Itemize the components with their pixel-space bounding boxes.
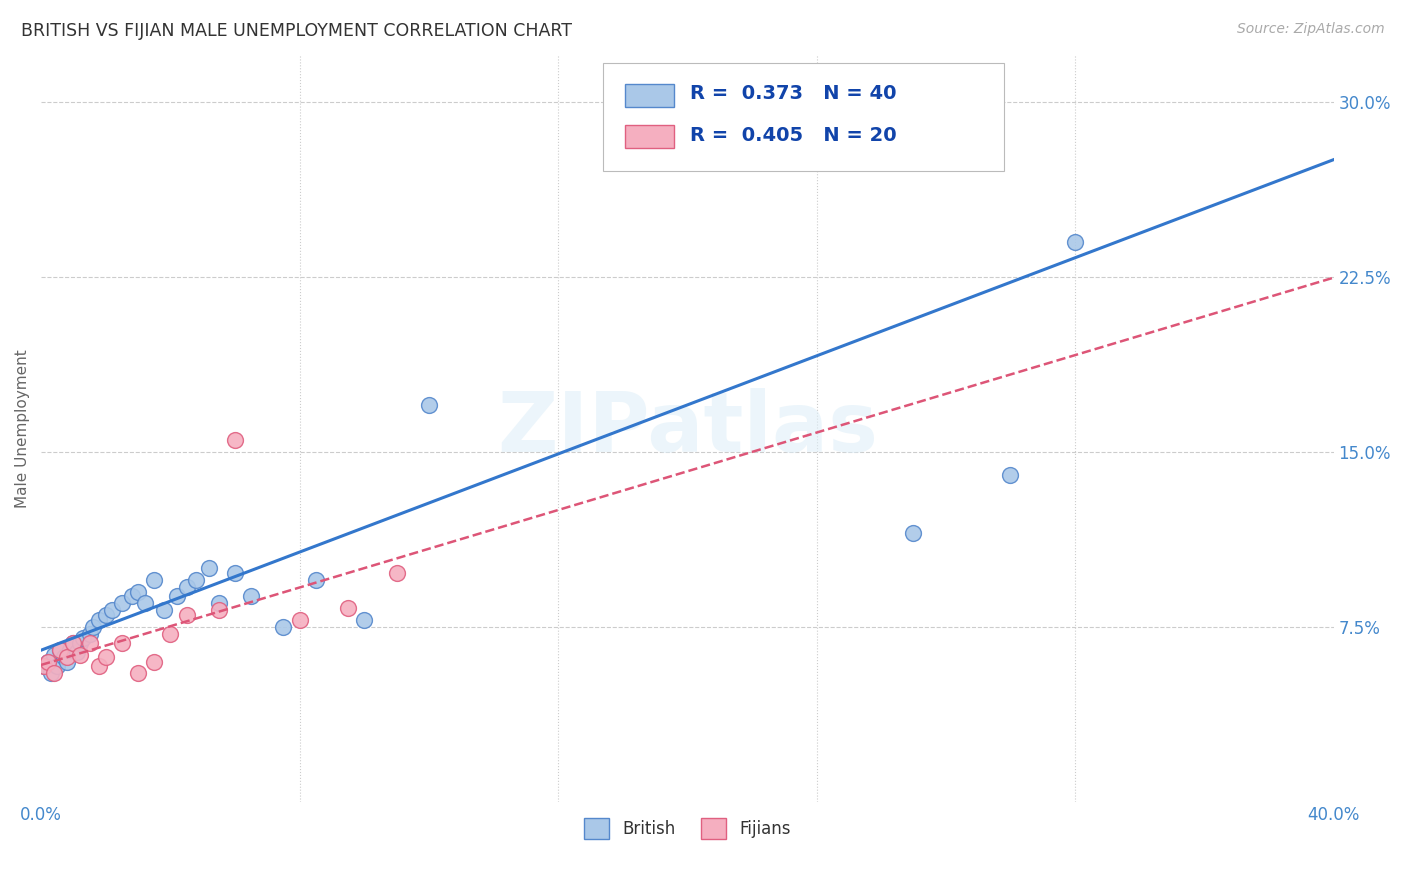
Point — [143, 655, 166, 669]
Point — [676, 106, 699, 120]
Point — [66, 645, 89, 659]
Point — [159, 626, 181, 640]
Point — [418, 398, 440, 412]
Point — [305, 573, 328, 587]
Point — [273, 619, 295, 633]
Point — [94, 649, 117, 664]
Point — [79, 626, 101, 640]
Text: BRITISH VS FIJIAN MALE UNEMPLOYMENT CORRELATION CHART: BRITISH VS FIJIAN MALE UNEMPLOYMENT CORR… — [21, 22, 572, 40]
Point — [42, 648, 65, 662]
Point — [37, 655, 59, 669]
Text: ZIPatlas: ZIPatlas — [496, 388, 877, 469]
Point — [59, 643, 82, 657]
FancyBboxPatch shape — [603, 62, 1004, 171]
Point — [240, 590, 263, 604]
Point — [741, 118, 763, 132]
Point — [49, 643, 72, 657]
Point — [69, 648, 91, 662]
Point — [101, 603, 124, 617]
Point — [385, 566, 408, 580]
Point — [82, 619, 104, 633]
Y-axis label: Male Unemployment: Male Unemployment — [15, 349, 30, 508]
Point — [127, 584, 149, 599]
Point — [49, 643, 72, 657]
Point — [79, 636, 101, 650]
Point — [69, 636, 91, 650]
Bar — [626, 125, 675, 148]
Point — [903, 526, 925, 541]
Point — [39, 666, 62, 681]
Point — [224, 433, 246, 447]
Text: R =  0.373   N = 40: R = 0.373 N = 40 — [690, 85, 897, 103]
Point — [62, 636, 84, 650]
Point — [42, 666, 65, 681]
Point — [186, 573, 208, 587]
Point — [143, 573, 166, 587]
Point — [224, 566, 246, 580]
Point — [1064, 235, 1087, 249]
Point — [34, 659, 56, 673]
Point — [46, 659, 69, 673]
Text: R =  0.405   N = 20: R = 0.405 N = 20 — [690, 127, 897, 145]
Point — [34, 659, 56, 673]
Point — [37, 655, 59, 669]
Legend: British, Fijians: British, Fijians — [578, 812, 797, 846]
Point — [111, 636, 134, 650]
Point — [176, 607, 198, 622]
Point — [111, 596, 134, 610]
Bar — [626, 84, 675, 107]
Point — [1000, 468, 1022, 483]
Point — [89, 659, 111, 673]
Point — [153, 603, 176, 617]
Point — [288, 613, 311, 627]
Point — [62, 636, 84, 650]
Point — [52, 649, 75, 664]
Point — [176, 580, 198, 594]
Point — [208, 603, 231, 617]
Point — [208, 596, 231, 610]
Point — [127, 666, 149, 681]
Point — [94, 607, 117, 622]
Point — [198, 561, 221, 575]
Point — [56, 655, 79, 669]
Point — [121, 590, 143, 604]
Point — [89, 613, 111, 627]
Point — [56, 649, 79, 664]
Point — [353, 613, 375, 627]
Point — [134, 596, 156, 610]
Point — [72, 632, 94, 646]
Point — [166, 590, 188, 604]
Text: Source: ZipAtlas.com: Source: ZipAtlas.com — [1237, 22, 1385, 37]
Point — [337, 601, 360, 615]
